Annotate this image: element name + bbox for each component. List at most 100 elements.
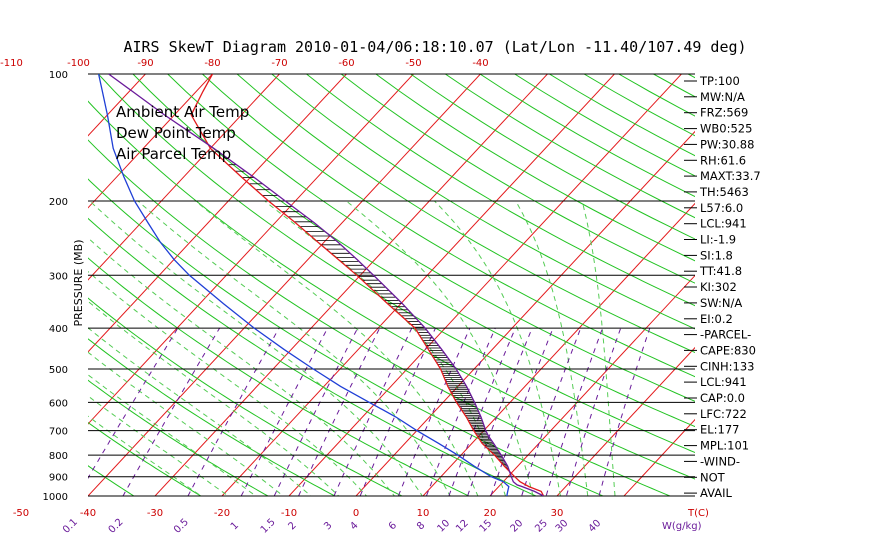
index-item: TH:5463 — [699, 185, 749, 199]
dry-adiabat-line — [88, 421, 202, 496]
pressure-tick-label: 800 — [49, 451, 68, 462]
bottom-temp-tick-label: 0 — [353, 508, 359, 519]
index-item: LFC:722 — [700, 407, 747, 421]
dry-adiabat-line — [862, 74, 870, 505]
bottom-temp-tick-label: -40 — [80, 508, 96, 519]
legend-ambient-temp: Ambient Air Temp — [116, 103, 249, 121]
isotherm-line — [88, 74, 348, 353]
pressure-tick-label: 200 — [49, 197, 68, 208]
index-item: MW:N/A — [700, 90, 745, 104]
dry-adiabat-line — [88, 139, 672, 496]
top-temp-tick-label: -110 — [0, 58, 23, 69]
index-item: TP:100 — [699, 74, 740, 88]
moist-adiabat-line — [581, 200, 616, 496]
moist-adiabat-line — [88, 327, 312, 496]
bottom-temp-tick-label: -10 — [281, 508, 297, 519]
moist-adiabat-line — [195, 200, 479, 496]
pressure-tick-label: 900 — [49, 473, 68, 484]
mixing-ratio-tick-label: 30 — [554, 518, 571, 535]
mixing-ratio-tick-label: 0.2 — [107, 517, 126, 536]
moist-adiabat-line — [88, 270, 368, 496]
mixing-ratio-tick-label: 1.5 — [259, 517, 278, 536]
mixing-ratio-line — [490, 327, 554, 496]
isotherm-line — [88, 74, 482, 496]
top-temp-tick-label: -100 — [67, 58, 90, 69]
moist-adiabat-line — [515, 200, 589, 496]
mixing-ratio-line — [359, 327, 436, 496]
sounding-profiles — [97, 74, 545, 496]
chart-title: AIRS SkewT Diagram 2010-01-04/06:18:10.0… — [123, 38, 746, 56]
mixing-ratio-tick-label: 15 — [478, 518, 495, 535]
moist-adiabat-line — [88, 351, 284, 496]
dry-adiabat-line — [375, 74, 695, 262]
w-axis-unit-label: W(g/kg) — [662, 521, 702, 532]
index-item: LCL:941 — [700, 217, 747, 231]
isotherm-line — [489, 274, 695, 496]
chart-legend: Ambient Air Temp Dew Point Temp Air Parc… — [116, 103, 249, 163]
mixing-ratio-line — [88, 327, 179, 480]
isotherm-line — [88, 74, 214, 209]
mixing-ratio-line — [397, 327, 471, 496]
dry-adiabat-line — [792, 74, 870, 505]
mixing-ratio-line — [545, 327, 604, 496]
mixing-ratio-tick-label: 20 — [509, 518, 526, 535]
dry-adiabat-line — [236, 74, 695, 354]
index-item: L57:6.0 — [700, 201, 743, 215]
index-item: MAXT:33.7 — [700, 169, 761, 183]
mixing-ratio-tick-label: 8 — [415, 520, 427, 532]
bottom-temp-tick-label: 10 — [417, 508, 430, 519]
moist-adiabat-line — [88, 415, 202, 496]
pressure-tick-label: 100 — [49, 70, 68, 81]
dry-adiabat-line — [97, 74, 695, 454]
index-item: PW:30.88 — [700, 137, 754, 151]
index-item: SI:1.8 — [700, 248, 733, 262]
top-temp-tick-label: -60 — [338, 58, 354, 69]
mixing-ratio-line — [187, 327, 280, 496]
pressure-tick-label: 1000 — [43, 492, 68, 503]
pressure-tick-labels: 100 200 300 400 500 600 700 800 900 1000 — [43, 70, 68, 503]
dry-adiabat-line — [88, 379, 269, 496]
index-item: WB0:525 — [700, 122, 752, 136]
moist-adiabat-line — [88, 237, 396, 496]
index-item: -WIND- — [700, 454, 740, 468]
isotherm-line — [355, 130, 695, 496]
top-temperature-ticks: -120-110-100-90-80-70-60-50-40 — [0, 58, 489, 69]
dry-adiabat-line — [132, 74, 695, 428]
cape-hatch-region — [228, 164, 509, 469]
mixing-ratio-line — [273, 327, 359, 496]
dry-adiabat-line — [758, 74, 870, 505]
isotherm-line — [623, 418, 695, 496]
pressure-tick-label: 600 — [49, 398, 68, 409]
dry-adiabat-line — [202, 74, 695, 378]
index-item: RH:61.6 — [700, 153, 746, 167]
mixing-ratio-line — [565, 327, 622, 496]
x-axis-unit-label: T(C) — [687, 508, 709, 519]
mixing-ratio-tick-label: 0.5 — [172, 517, 191, 536]
index-item: AVAIL — [700, 486, 733, 500]
isotherm-line — [154, 74, 549, 496]
top-temp-tick-label: -80 — [204, 58, 220, 69]
dry-adiabat-line — [88, 100, 695, 480]
index-item: TT:41.8 — [699, 264, 742, 278]
y-axis-label: PRESSURE (MB) — [72, 240, 85, 327]
index-item: CAPE:830 — [700, 343, 756, 357]
mixing-ratio-tick-label: 2 — [286, 520, 298, 532]
index-item: NOT — [700, 470, 726, 484]
mixing-ratio-ticks: 0.1 0.2 0.5 1 1.5 2 3 4 6 8 10 12 15 20 25 30 40 — [61, 517, 603, 536]
legend-parcel-temp: Air Parcel Temp — [116, 145, 231, 163]
dry-adiabat-line — [653, 74, 695, 98]
mixing-ratio-tick-label: 6 — [387, 520, 399, 532]
dry-adiabat-line — [167, 74, 695, 402]
isotherm-line — [0, 65, 20, 505]
dry-adiabat-line — [88, 178, 605, 496]
pressure-tick-label: 400 — [49, 324, 68, 335]
dry-adiabat-line — [306, 74, 695, 307]
index-item: CINH:133 — [700, 359, 755, 373]
mixing-ratio-line — [598, 327, 651, 496]
bottom-temp-tick-label: 20 — [484, 508, 497, 519]
pressure-tick-label: 700 — [49, 427, 68, 438]
mixing-ratio-tick-label: 0.1 — [61, 517, 80, 536]
moist-adiabat-line — [88, 300, 340, 496]
mixing-ratio-tick-label: 4 — [348, 520, 360, 532]
dry-adiabat-line — [88, 217, 538, 496]
